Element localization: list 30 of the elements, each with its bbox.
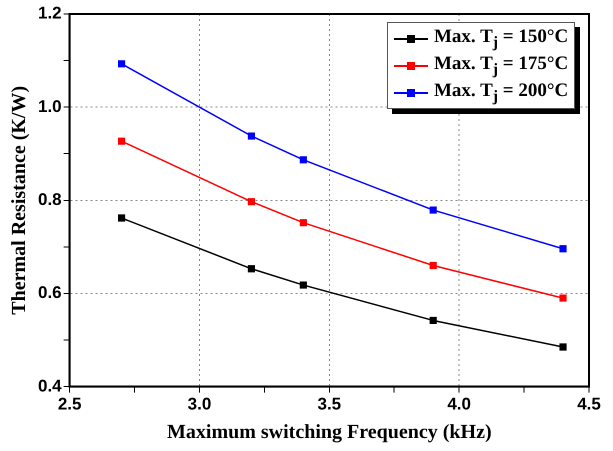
point — [248, 132, 255, 140]
point — [248, 198, 255, 206]
point — [300, 219, 307, 226]
point — [559, 245, 567, 252]
legend-label: Max. T$_{j}$ = 200°C — [434, 80, 568, 106]
point — [118, 214, 126, 222]
y-tick-label: 0.8 — [38, 190, 62, 209]
point — [559, 294, 567, 302]
point — [300, 281, 307, 289]
point — [300, 156, 307, 164]
point — [430, 316, 437, 324]
x-tick-label: 2.5 — [58, 394, 82, 414]
point — [118, 138, 126, 145]
y-tick-label: 1.2 — [38, 4, 62, 23]
x-axis-title: Maximum switching Frequency (kHz) — [167, 421, 492, 444]
y-tick-label: 1.0 — [38, 96, 62, 116]
x-tick-label: 4.0 — [447, 394, 471, 414]
x-tick-label: 3.0 — [188, 394, 212, 414]
point — [430, 206, 437, 214]
y-tick-label: 0.4 — [38, 376, 62, 396]
point — [248, 265, 255, 272]
legend-label: Max. T$_{j}$ = 175°C — [434, 52, 568, 78]
point — [430, 262, 437, 270]
y-axis-title: Thermal Resistance (K/W) — [8, 86, 30, 315]
legend-label: Max. T$_{j}$ = 150°C — [434, 26, 568, 52]
point — [559, 343, 567, 351]
point — [118, 60, 126, 68]
y-tick-label: 0.6 — [38, 283, 62, 302]
x-tick-label: 4.5 — [577, 394, 601, 414]
x-tick-label: 3.5 — [317, 394, 342, 414]
